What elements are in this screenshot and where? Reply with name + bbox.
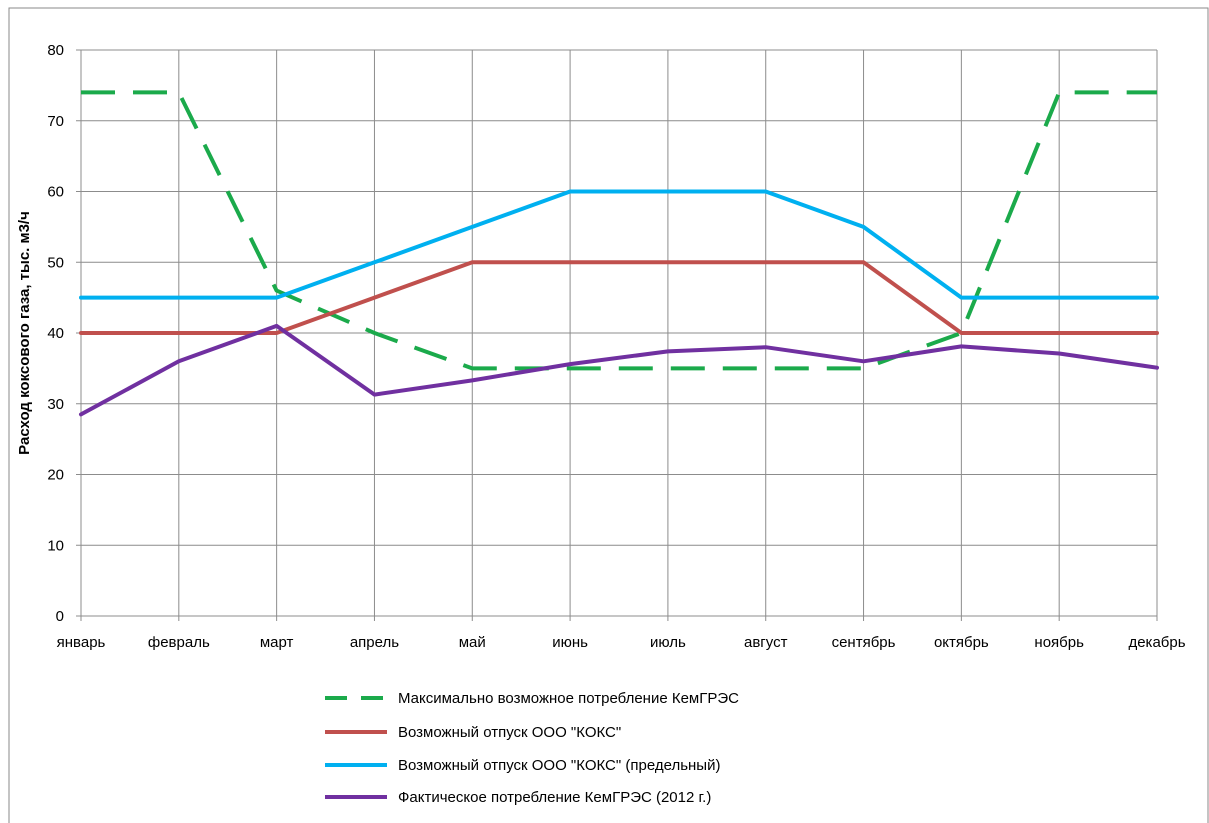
y-tick-label: 70: [47, 113, 64, 130]
y-tick-label: 30: [47, 396, 64, 413]
x-tick-label: август: [744, 634, 788, 651]
x-tick-label: март: [260, 634, 294, 651]
y-tick-label: 50: [47, 254, 64, 271]
legend-label-1: Максимально возможное потребление КемГРЭ…: [398, 690, 739, 707]
y-tick-label: 0: [56, 608, 64, 625]
x-tick-label: июль: [650, 634, 686, 651]
x-tick-label: ноябрь: [1034, 634, 1084, 651]
chart-frame: [8, 7, 1209, 823]
y-tick-label: 80: [47, 42, 64, 59]
y-tick-label: 20: [47, 467, 64, 484]
x-tick-label: май: [459, 634, 486, 651]
legend-label-4: Фактическое потребление КемГРЭС (2012 г.…: [398, 789, 711, 806]
x-tick-label: сентябрь: [832, 634, 896, 651]
series-line-4: [79, 323, 1159, 417]
x-tick-label: январь: [57, 634, 106, 651]
y-tick-label: 10: [47, 537, 64, 554]
x-tick-label: октябрь: [934, 634, 989, 651]
y-tick-label: 40: [47, 325, 64, 342]
x-tick-label: июнь: [552, 634, 588, 651]
legend-label-3: Возможный отпуск ООО "КОКС" (предельный): [398, 757, 720, 774]
axes: 0 10 20 30 40 50 60 70 80 январь февраль март апрель…: [47, 42, 1185, 651]
series-line-1: [81, 90, 1157, 371]
legend-label-2: Возможный отпуск ООО "КОКС": [398, 724, 621, 741]
x-tick-label: февраль: [148, 634, 210, 651]
series-lines: [79, 90, 1159, 417]
x-tick-label: декабрь: [1128, 634, 1185, 651]
y-tick-label: 60: [47, 184, 64, 201]
series-line-3: [79, 189, 1159, 300]
legend: Максимально возможное потребление КемГРЭ…: [325, 690, 739, 806]
y-axis-title: Расход коксового газа, тыс. м3/ч: [16, 211, 33, 455]
x-tick-label: апрель: [350, 634, 399, 651]
